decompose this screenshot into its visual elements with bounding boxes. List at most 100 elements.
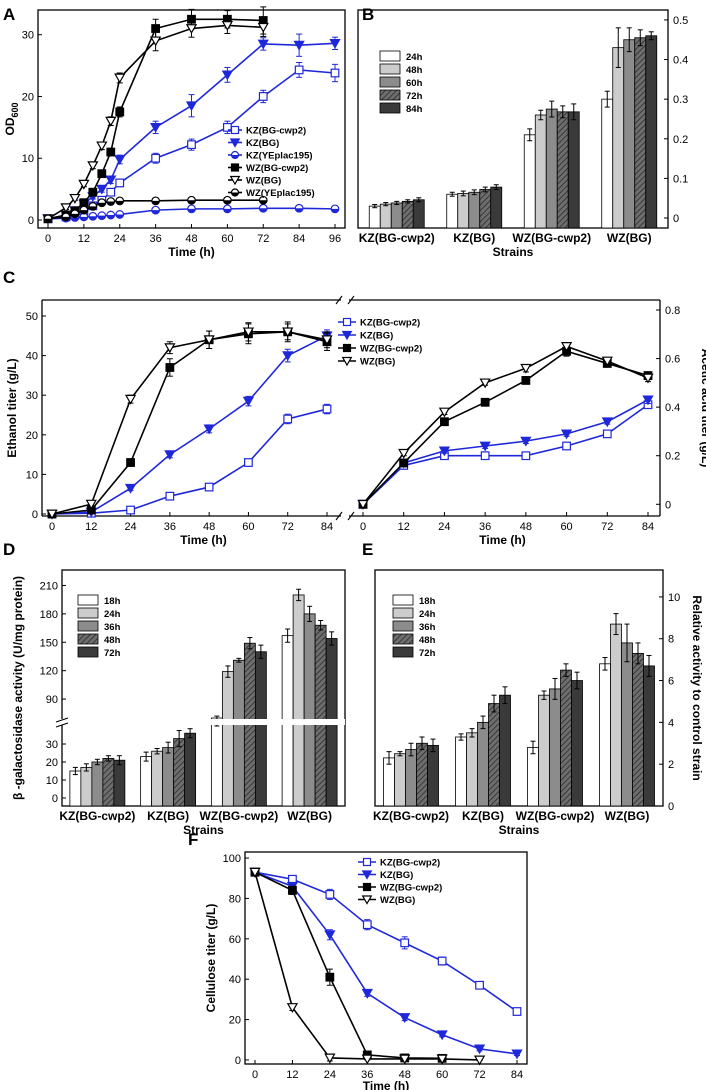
legend-label: KZ(BG-cwp2) [360,318,420,329]
series-kz-bg- [357,395,654,510]
data-point-square [602,429,612,439]
data-point-square [480,451,490,461]
legend-swatch [392,646,414,658]
data-point-triangle [221,70,234,81]
bar [383,757,395,807]
legend-label: 72h [104,648,121,659]
data-point-triangle [282,351,294,362]
y-tick-label: 10 [26,469,38,481]
y-axis-label-sub: 600 [10,102,20,117]
axis-break-mark [335,511,343,521]
data-point-triangle [560,429,573,440]
panel-label-B: B [362,5,374,24]
legend-label: KZ(BG) [380,870,413,881]
data-point-triangle [324,1053,336,1064]
data-point-triangle [341,356,353,367]
y-tick-label: 40 [26,351,38,363]
data-point-square [325,972,335,982]
bar [446,193,459,229]
bar [401,200,414,229]
y-axis-label: Relative activity to control strain [690,595,704,780]
data-point-triangle [399,1054,411,1065]
series-line [51,331,328,515]
panel-label-F: F [188,830,198,849]
data-point-square [79,198,89,208]
bar [645,35,658,229]
series-wz-bg-cwp2- [358,345,653,509]
x-axis-label: Time (h) [363,1079,409,1090]
x-axis-label: Strains [493,245,534,259]
data-point-triangle [601,356,613,367]
y-tick-label: 10 [668,592,680,604]
legend-label: WZ(BG) [246,176,281,187]
data-point-half-fill [151,210,160,214]
data-point-half-fill [331,208,339,213]
x-tick-label: 24 [324,1069,336,1081]
data-point-triangle [438,407,451,418]
bar [488,703,500,807]
panel-b-frame [357,9,669,229]
data-point-square [106,187,116,197]
data-point-square [362,920,372,930]
y-tick-label: 10 [46,775,58,787]
legend-label: WZ(YEplac195) [246,188,315,199]
bar [571,680,583,807]
data-point-square [115,107,125,117]
data-point-half-fill [62,216,70,221]
legend-swatch [77,594,99,606]
data-point-triangle [520,363,532,374]
x-tick-label: 12 [78,233,90,245]
x-category-label: KZ(BG-cwp2) [59,809,135,823]
series-line [362,404,649,505]
data-point-half-fill [231,155,239,159]
x-tick-label: 48 [399,1069,411,1081]
legend-swatch [392,607,414,619]
y-tick-label: 0.1 [673,173,688,185]
data-point-triangle [229,138,241,148]
legend-swatch [379,76,401,88]
series-line [362,399,649,505]
panel-label-A: A [3,5,15,24]
x-tick-label: 60 [221,233,233,245]
data-point-half-fill [106,215,115,219]
data-point-triangle [85,499,97,510]
data-point-square [126,505,135,515]
y-tick-label: 20 [22,91,34,103]
y-tick-label: 0 [32,509,38,521]
data-point-half-fill [115,214,124,219]
data-point-square [165,491,175,501]
y-tick-label: 60 [229,934,241,946]
bar [140,756,153,807]
y-tick-label: 6 [668,676,674,688]
data-point-triangle [282,327,294,338]
data-point-triangle [69,193,81,204]
y-tick-label: 2 [668,759,674,771]
data-point-triangle [436,1054,448,1065]
data-point-triangle [341,330,353,341]
data-point-half-fill [187,208,196,213]
data-point-triangle [242,327,255,338]
axis-break-band [56,719,345,725]
data-point-square [88,187,98,197]
data-point-half-fill [98,215,106,220]
series-line [254,871,518,1013]
legend-label: WZ(BG) [360,357,395,368]
data-point-triangle [398,448,410,459]
x-category-label: KZ(BG-cwp2) [359,231,435,245]
data-point-square [399,458,409,468]
bar [405,749,417,807]
x-tick-label: 72 [257,233,269,245]
y-tick-label: 30 [46,739,58,751]
series-line [362,345,649,505]
series-wz-yeplac195- [43,195,268,224]
x-tick-label: 12 [85,521,97,533]
bar [632,652,644,807]
bar [184,732,197,807]
legend-label: 24h [104,609,121,620]
bar [210,717,223,807]
legend-label: WZ(BG-cwp2) [360,344,422,355]
legend-swatch [77,633,99,645]
data-point-triangle [221,21,234,31]
bar [479,189,492,229]
axis-break-mark [55,717,69,723]
